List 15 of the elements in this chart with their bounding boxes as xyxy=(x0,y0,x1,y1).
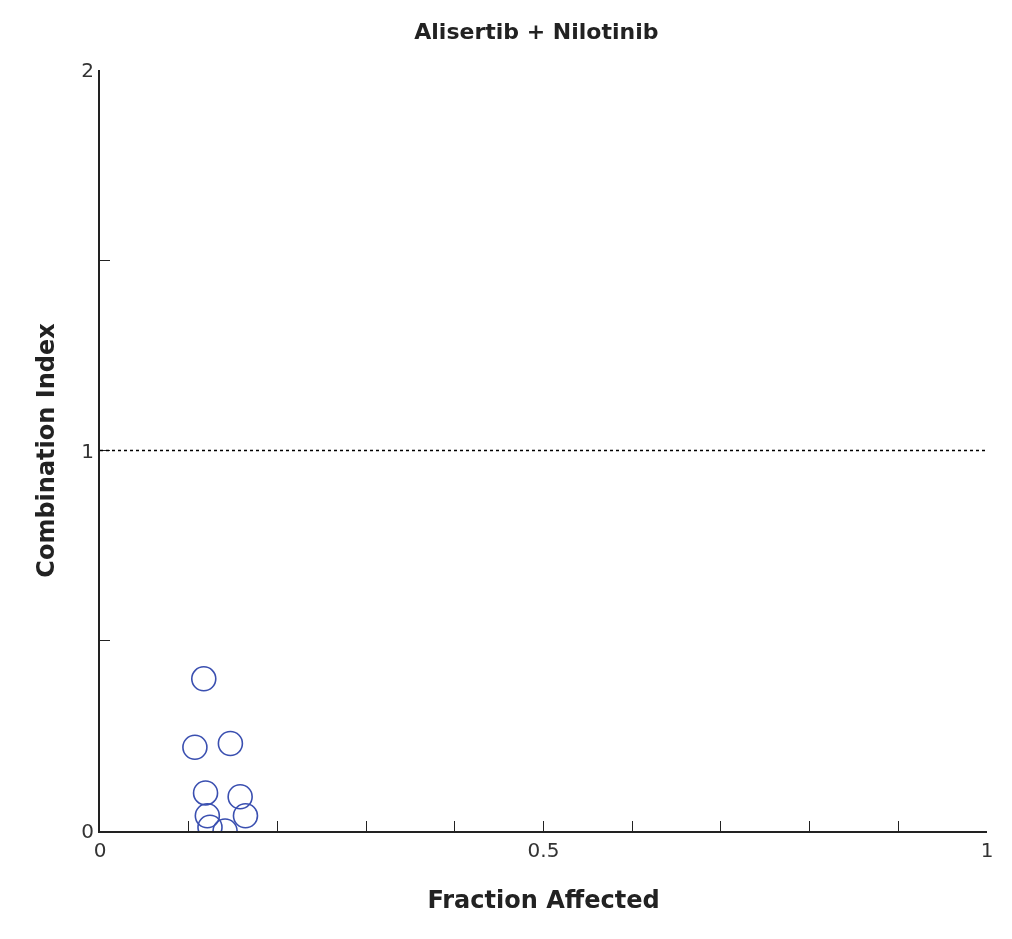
point xyxy=(217,730,244,757)
x-tick-label: 1 xyxy=(980,838,994,862)
point xyxy=(232,802,259,829)
y-axis-title: Combination Index xyxy=(31,322,60,578)
point xyxy=(182,734,208,761)
y-tick-label: 1 xyxy=(81,438,94,463)
point xyxy=(194,802,221,829)
point xyxy=(192,780,219,806)
chart-title: Alisertib + Nilotinib xyxy=(414,18,659,44)
y-tick-label: 0 xyxy=(81,819,94,843)
point xyxy=(227,783,253,810)
y-tick-label: 2 xyxy=(81,58,94,82)
x-axis-title: Fraction Affected xyxy=(427,885,660,914)
point xyxy=(190,666,217,692)
x-tick-label: 0.5 xyxy=(527,838,560,862)
